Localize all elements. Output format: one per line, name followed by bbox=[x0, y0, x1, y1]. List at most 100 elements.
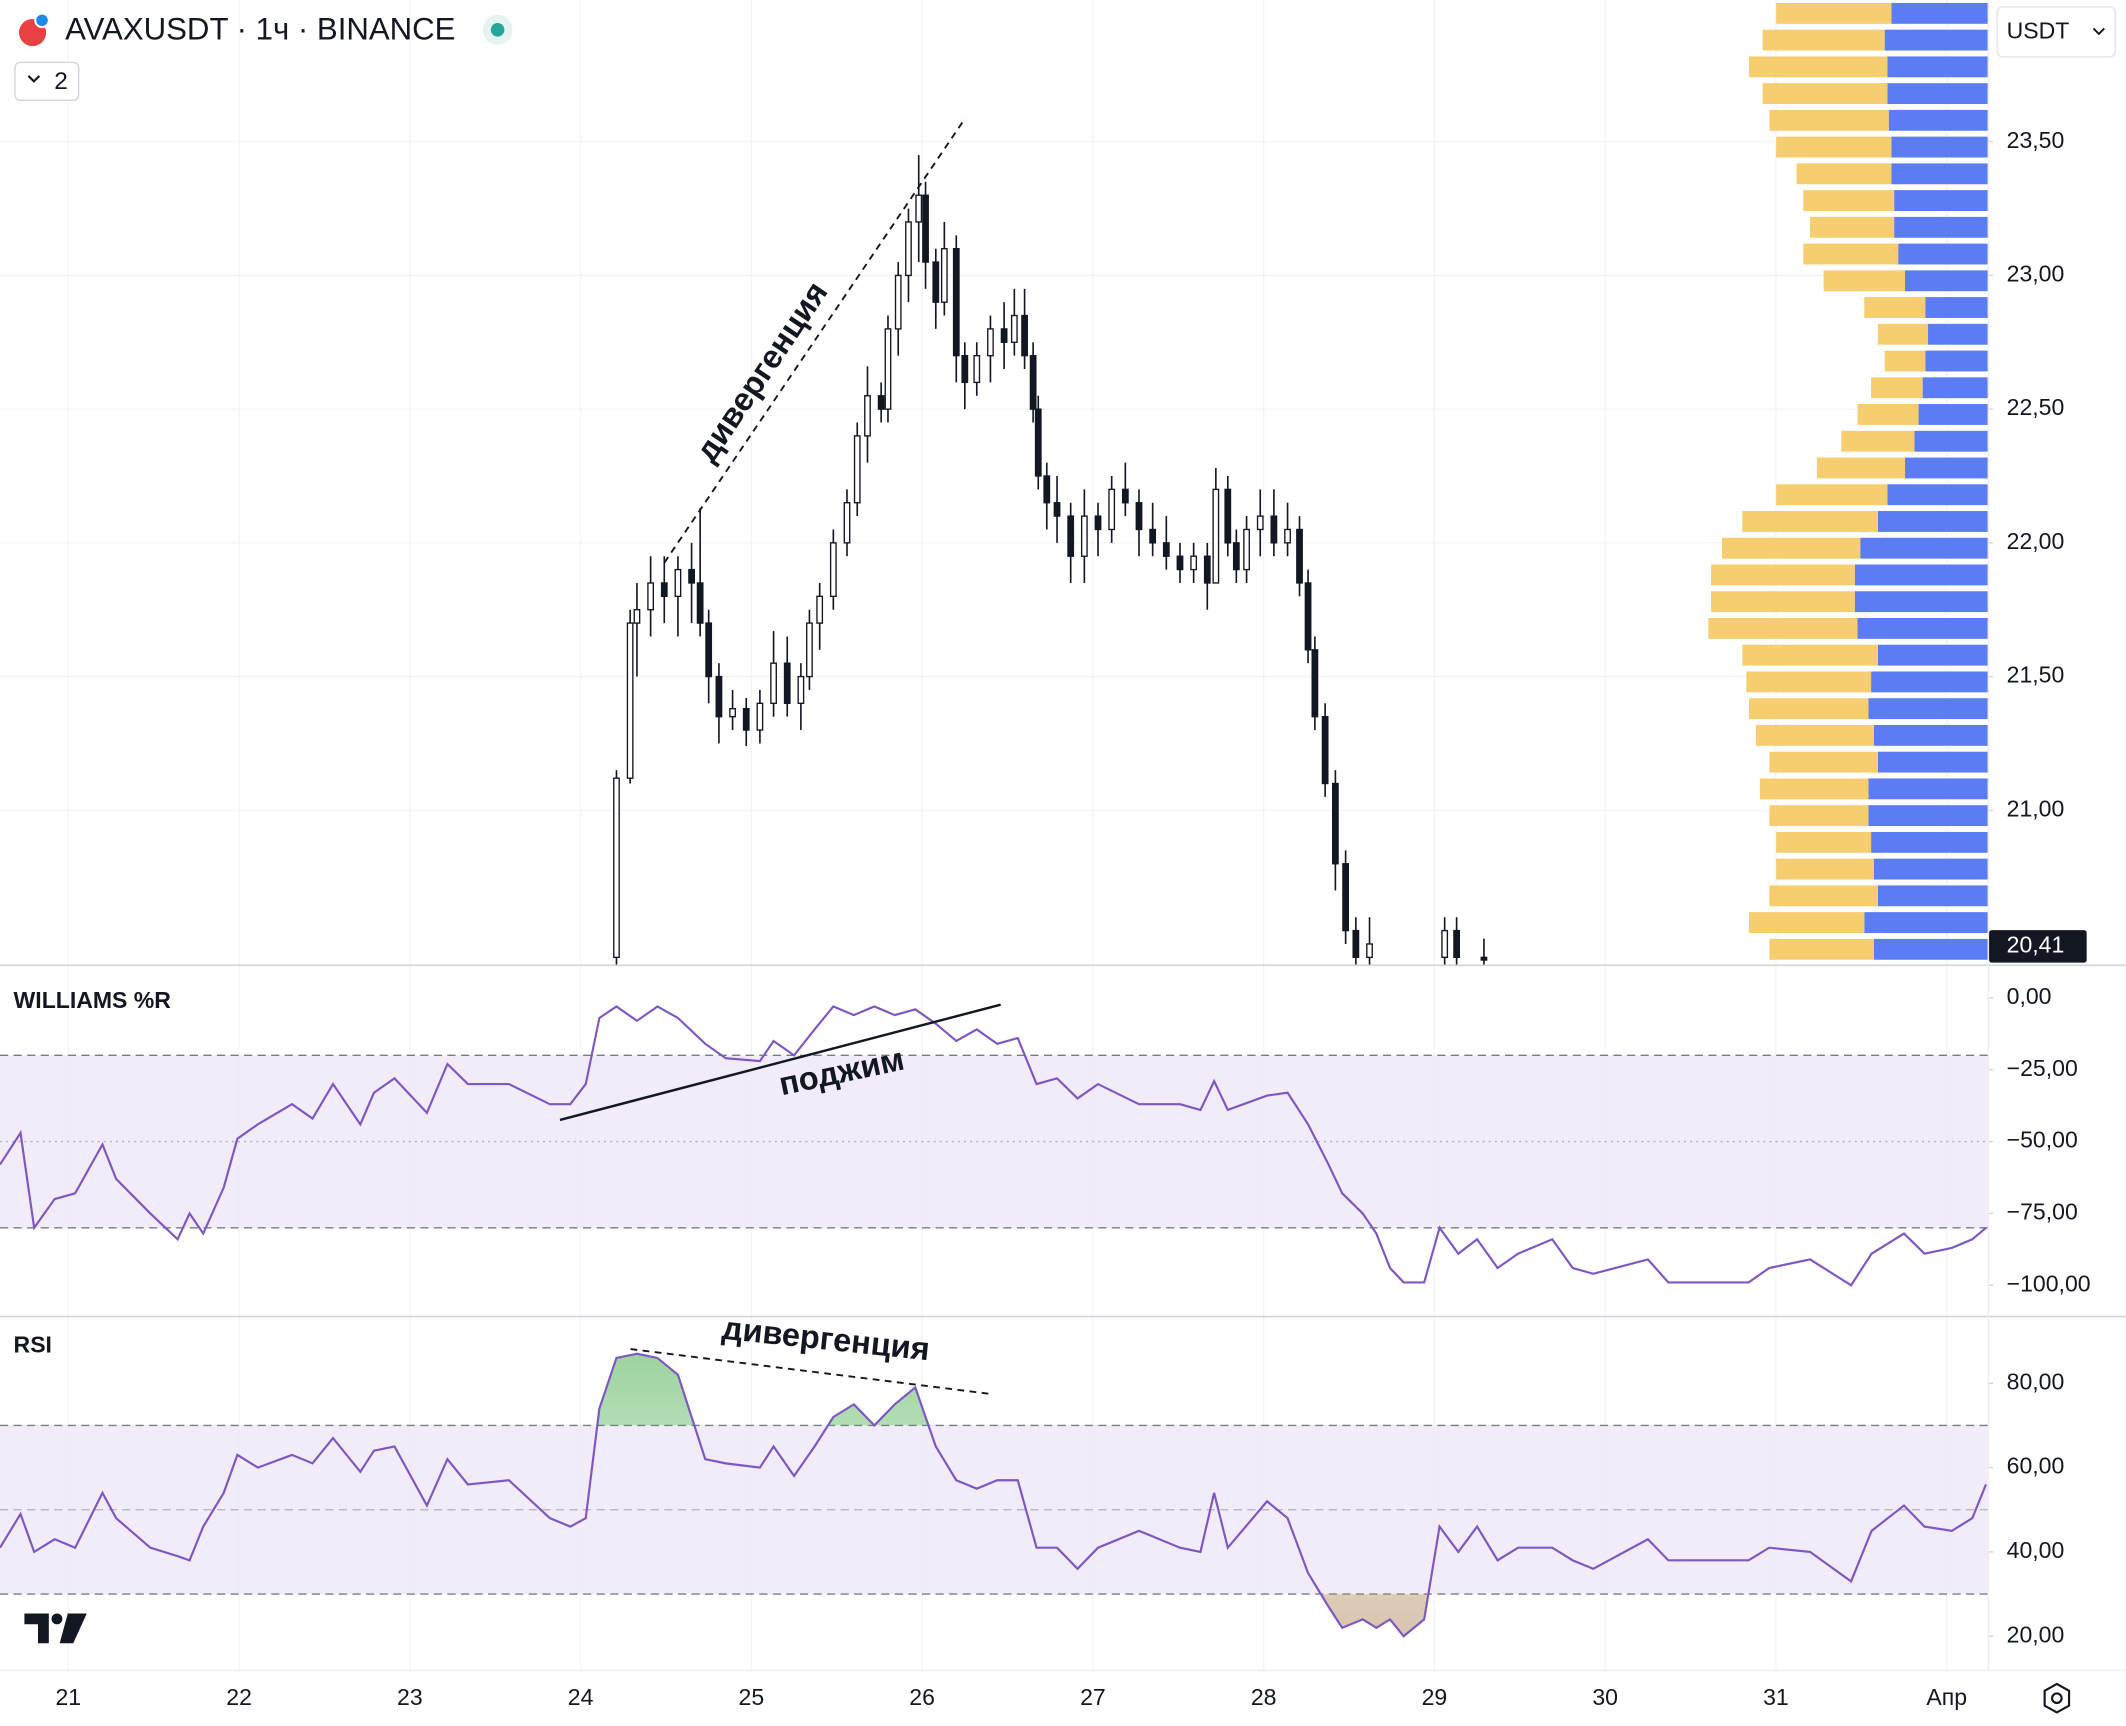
last-price-marker bbox=[1989, 930, 2087, 963]
y-tick-label: 22,50 bbox=[2007, 394, 2065, 420]
candle-body bbox=[696, 582, 704, 624]
profile-bar bbox=[1871, 671, 1988, 693]
profile-bar bbox=[1749, 698, 1869, 720]
profile-bar bbox=[1721, 537, 1861, 559]
candle-body bbox=[1203, 555, 1211, 584]
last-price-label: 20,41 bbox=[2007, 931, 2065, 957]
profile-bar bbox=[1769, 109, 1889, 131]
candle-body bbox=[1304, 582, 1312, 651]
collapse-button[interactable] bbox=[14, 61, 80, 102]
profile-bar bbox=[1877, 644, 1988, 666]
profile-bar bbox=[1884, 29, 1988, 51]
profile-bar bbox=[1803, 190, 1895, 211]
symbol-header: AVAXUSDT · 1ч · BINANCE 2 bbox=[14, 11, 513, 102]
candle-body bbox=[1162, 542, 1170, 557]
candle-body bbox=[915, 194, 923, 223]
x-tick-label: 27 bbox=[1080, 1684, 1106, 1710]
y-tick-label: 23,50 bbox=[2007, 127, 2065, 153]
dropdown-icon bbox=[2092, 27, 2105, 36]
profile-bar bbox=[1868, 698, 1988, 720]
indicator-count[interactable]: 2 bbox=[54, 68, 68, 95]
indicator-line bbox=[0, 1005, 1987, 1287]
candle-body bbox=[1135, 502, 1143, 531]
profile-bar bbox=[1877, 751, 1988, 773]
candle-body bbox=[1034, 408, 1042, 477]
y-tick-label: −75,00 bbox=[2007, 1199, 2078, 1225]
candle-body bbox=[905, 221, 912, 277]
profile-bar bbox=[1796, 163, 1892, 185]
candle-body bbox=[674, 568, 682, 598]
profile-bar bbox=[1864, 912, 1988, 934]
y-tick-label: −100,00 bbox=[2007, 1270, 2091, 1296]
logo-part bbox=[24, 1613, 49, 1644]
candle-body bbox=[1149, 528, 1157, 544]
indicator-title[interactable]: RSI bbox=[14, 1331, 52, 1357]
candle-body bbox=[973, 354, 981, 384]
profile-bar bbox=[1776, 136, 1892, 158]
profile-bar bbox=[1877, 323, 1929, 345]
profile-bar bbox=[1711, 591, 1855, 613]
profile-bar bbox=[1860, 537, 1988, 559]
currency-label[interactable]: USDT bbox=[2007, 18, 2070, 44]
profile-bar bbox=[1711, 564, 1855, 586]
trendline[interactable] bbox=[663, 117, 967, 564]
profile-bar bbox=[1871, 831, 1988, 853]
x-tick-label: 22 bbox=[226, 1684, 252, 1710]
settings-icon[interactable] bbox=[2043, 1682, 2071, 1714]
profile-bar bbox=[1746, 671, 1872, 693]
profile-bar bbox=[1868, 778, 1988, 800]
x-tick-label: 25 bbox=[739, 1684, 765, 1710]
candle-body bbox=[1270, 515, 1278, 544]
market-status[interactable] bbox=[490, 23, 505, 37]
y-tick-label: 0,00 bbox=[2007, 983, 2052, 1009]
candle-body bbox=[1029, 354, 1037, 410]
candle-body bbox=[816, 595, 824, 624]
tv-logo[interactable] bbox=[24, 1613, 87, 1644]
profile-bar bbox=[1925, 297, 1988, 318]
x-tick-label: 30 bbox=[1592, 1684, 1618, 1710]
candle-body bbox=[688, 568, 695, 584]
profile-bar bbox=[1877, 885, 1988, 907]
candle-body bbox=[864, 395, 871, 437]
profile-bar bbox=[1891, 163, 1988, 185]
x-tick-label: Апр bbox=[1926, 1684, 1967, 1710]
symbol-title[interactable]: AVAXUSDT · 1ч · BINANCE bbox=[65, 11, 455, 46]
profile-bar bbox=[1891, 136, 1988, 158]
profile-bar bbox=[1823, 270, 1905, 292]
indicator-title[interactable]: WILLIAMS %R bbox=[14, 987, 172, 1013]
candle-body bbox=[1453, 929, 1461, 959]
profile-bar bbox=[1762, 83, 1888, 105]
candle-body bbox=[1067, 515, 1075, 557]
profile-bar bbox=[1864, 297, 1926, 318]
x-tick-label: 31 bbox=[1763, 1684, 1789, 1710]
candle-body bbox=[1311, 649, 1319, 718]
candle-body bbox=[1080, 515, 1088, 557]
candle-body bbox=[1256, 515, 1264, 531]
gear-center bbox=[2051, 1692, 2063, 1705]
profile-bar bbox=[1769, 751, 1878, 773]
profile-bar bbox=[1803, 243, 1899, 265]
candle-body bbox=[952, 248, 960, 357]
currency-selector[interactable] bbox=[1996, 6, 2116, 58]
y-tick-label: 80,00 bbox=[2007, 1368, 2065, 1394]
candle-body bbox=[626, 622, 634, 779]
candle-body bbox=[1352, 929, 1360, 959]
profile-bar bbox=[1894, 190, 1988, 211]
candle-body bbox=[1108, 488, 1116, 531]
profile-bar bbox=[1871, 377, 1923, 399]
candle-body bbox=[715, 675, 723, 718]
trendline[interactable] bbox=[559, 1003, 1001, 1122]
x-tick-label: 24 bbox=[568, 1684, 594, 1710]
candle-body bbox=[1021, 314, 1028, 357]
candle-body bbox=[1296, 528, 1303, 584]
candle-body bbox=[1212, 488, 1220, 584]
profile-bar bbox=[1873, 724, 1988, 746]
candle-body bbox=[783, 662, 791, 704]
candle-body bbox=[1342, 863, 1350, 932]
candle-body bbox=[613, 777, 620, 959]
candle-body bbox=[1010, 314, 1018, 343]
candle-body bbox=[894, 274, 902, 330]
exchange-icon bbox=[34, 12, 50, 29]
profile-bar bbox=[1776, 858, 1874, 880]
